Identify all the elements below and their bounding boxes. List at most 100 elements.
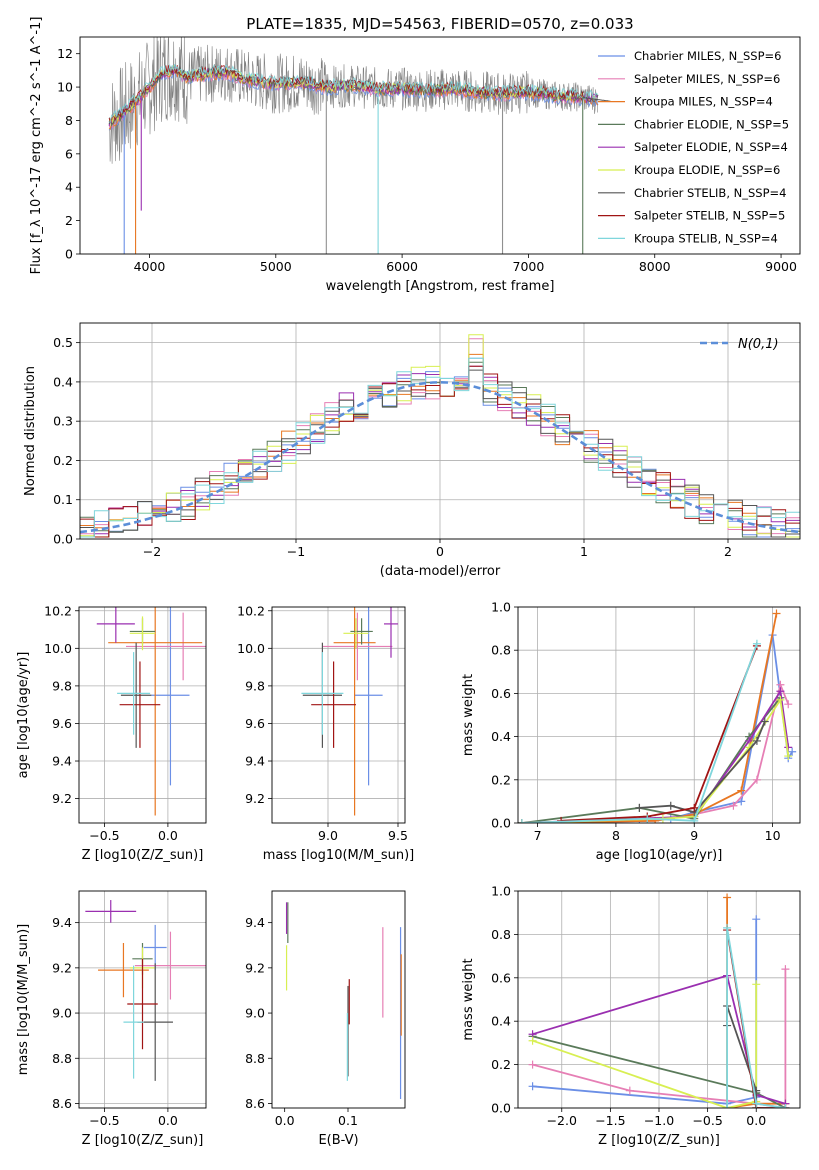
y-tick-label: 0.4: [491, 1014, 511, 1029]
y-axis-label: mass weight: [461, 958, 476, 1040]
y-tick-label: 10: [57, 80, 73, 95]
x-tick-label: 7000: [513, 259, 545, 274]
legend-label-4: Chabrier ELODIE, N_SSP=5: [634, 117, 789, 131]
plot-area: [518, 609, 797, 823]
marker: [635, 803, 644, 812]
mass-weight-series-3: [521, 613, 778, 823]
mass-weight-series-9: [726, 927, 786, 1108]
x-axis-label: age [log10(age/yr)]: [596, 848, 723, 863]
y-tick-label: 9.0: [52, 1006, 72, 1021]
y-tick-label: 9.4: [52, 915, 72, 930]
y-tick-label: 0.0: [491, 816, 511, 831]
legend-label-7: Chabrier STELIB, N_SSP=4: [634, 186, 786, 200]
x-tick-label: 0.1: [338, 1113, 358, 1128]
metallicity-massweight-plot: −2.0 −1.5 −1.0 −0.5 0.0 0.0 0.2 0.4 0.6 0.8 1.0 Z […: [461, 884, 801, 1148]
marker: [528, 1060, 537, 1069]
residual-histogram-plot: −2 −1 0 1 2 0.0 0.1 0.2 0.3 0.4 0.5 (data-model)/er…: [23, 322, 801, 579]
model-spectrum-2: [108, 69, 584, 131]
legend: N(0,1): [700, 337, 779, 352]
y-tick-label: 9.6: [245, 716, 265, 731]
x-tick-label: −1.0: [644, 1113, 674, 1128]
marker: [784, 700, 793, 709]
y-tick-label: 10.0: [237, 641, 265, 656]
x-tick-label: 6000: [386, 259, 418, 274]
y-tick-label: 0.2: [491, 772, 511, 787]
y-tick-label: 0.6: [491, 686, 511, 701]
histogram-series-8: [80, 365, 800, 538]
marker: [752, 1099, 761, 1108]
y-tick-label: 0.6: [491, 970, 511, 985]
y-axis-label: Normed distribution: [23, 366, 38, 496]
x-axis-label: mass [log10(M/M_sun)]: [263, 848, 415, 863]
x-tick-label: 0.0: [275, 1113, 295, 1128]
mass-weight-series-8: [561, 645, 758, 822]
y-tick-label: 9.6: [52, 716, 72, 731]
x-tick-label: −0.5: [89, 1113, 119, 1128]
marker: [752, 775, 761, 784]
marker: [752, 736, 761, 745]
histogram-series-2: [80, 338, 800, 535]
y-tick-label: 0.4: [491, 729, 511, 744]
x-axis-label: Z [log10(Z/Z_sun)]: [598, 1133, 720, 1148]
marker: [737, 797, 746, 806]
marker: [784, 752, 793, 761]
y-tick-label: 0.5: [53, 335, 73, 350]
model-spectrum-9: [109, 64, 599, 123]
legend-label-9: Kroupa STELIB, N_SSP=4: [634, 231, 778, 245]
marker: [776, 687, 785, 696]
plot-area: [85, 900, 206, 1081]
x-tick-label: −1: [287, 544, 305, 559]
x-tick-label: −1.5: [595, 1113, 625, 1128]
y-axis-label: mass [log10(M/M_sun)]: [16, 924, 31, 1076]
x-tick-label: 2: [724, 544, 732, 559]
y-tick-label: 1.0: [491, 884, 511, 899]
y-tick-label: 10.2: [237, 603, 265, 618]
marker: [625, 1086, 634, 1095]
y-tick-label: 10.0: [44, 641, 72, 656]
legend: Chabrier MILES, N_SSP=6 Salpeter MILES, N…: [598, 49, 789, 245]
y-tick-label: 0.2: [491, 1057, 511, 1072]
x-tick-label: 8000: [639, 259, 671, 274]
marker: [518, 819, 526, 823]
marker: [776, 695, 785, 704]
y-tick-label: 2: [65, 213, 73, 228]
marker: [729, 801, 738, 810]
marker: [752, 639, 761, 648]
y-tick-label: 9.8: [52, 678, 72, 693]
y-axis-label: mass weight: [461, 674, 476, 756]
x-tick-label: −2.0: [547, 1113, 577, 1128]
x-tick-label: 4000: [134, 259, 166, 274]
marker: [690, 803, 699, 812]
y-tick-label: 0.0: [491, 1101, 511, 1116]
legend-label-5: Salpeter ELODIE, N_SSP=4: [634, 140, 788, 154]
x-axis-label: E(B-V): [318, 1133, 358, 1148]
plot-frame: [271, 606, 406, 824]
marker: [666, 801, 675, 810]
plot-frame: [271, 890, 406, 1109]
x-tick-label: 0: [436, 544, 444, 559]
marker: [723, 923, 732, 932]
x-tick-label: 9.5: [388, 828, 408, 843]
plot-area: [285, 902, 402, 1099]
plot-frame: [79, 322, 801, 540]
plot-area: [301, 607, 398, 816]
y-tick-label: 0.0: [53, 532, 73, 547]
y-tick-label: 6: [65, 146, 73, 161]
y-tick-label: 9.0: [245, 1006, 265, 1021]
y-tick-label: 8.8: [245, 1051, 265, 1066]
x-tick-label: 9.0: [318, 828, 338, 843]
marker: [752, 915, 761, 924]
y-tick-label: 0: [65, 247, 73, 262]
marker: [528, 1082, 537, 1091]
mass-weight-series-1: [532, 919, 758, 1105]
x-tick-label: 0.0: [746, 1113, 766, 1128]
y-tick-label: 8.6: [245, 1096, 265, 1111]
y-tick-label: 0.4: [53, 374, 73, 389]
marker: [781, 1104, 790, 1108]
marker: [760, 717, 769, 726]
x-axis-label: wavelength [Angstrom, rest frame]: [326, 279, 555, 294]
plot-area: [96, 607, 206, 816]
y-tick-label: 9.4: [245, 915, 265, 930]
x-tick-label: 10: [765, 828, 781, 843]
x-tick-label: 0.0: [158, 1113, 178, 1128]
